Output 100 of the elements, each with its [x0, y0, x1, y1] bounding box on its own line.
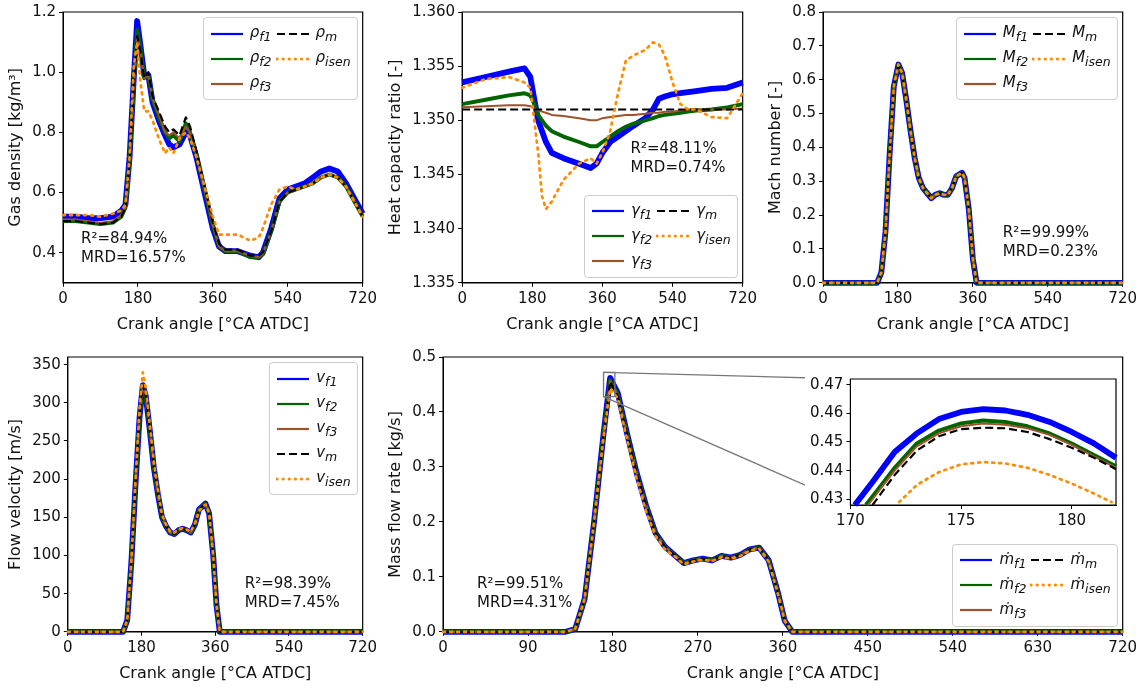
x-tick-label: 180 [883, 288, 913, 307]
x-tick-label: 175 [946, 510, 976, 529]
x-tick-label: 720 [348, 288, 378, 307]
y-tick-label: 0.4 [32, 242, 57, 261]
x-tick-label: 540 [938, 637, 968, 656]
legend-label: ρ$_{f1}$ [249, 23, 272, 44]
legend-label: ṁ$_{isen}$ [1070, 574, 1111, 596]
x-axis-title: Crank angle [°CA ATDC] [686, 662, 879, 682]
x-tick-label: 180 [598, 637, 628, 656]
x-tick-label: 180 [517, 288, 547, 307]
x-tick-label: 0 [63, 637, 73, 656]
x-tick-label: 270 [683, 637, 713, 656]
annotation: MRD=7.45% [244, 593, 340, 612]
y-tick-label: 0.6 [32, 182, 57, 201]
annotation: MRD=0.74% [630, 158, 726, 177]
y-tick-label: 0.1 [792, 238, 817, 257]
y-axis-title: Mass flow rate [kg/s] [384, 411, 404, 578]
x-tick-label: 180 [1057, 510, 1087, 529]
y-tick-label: 200 [32, 469, 61, 488]
x-tick-label: 90 [518, 637, 538, 656]
legend-label: γ$_{m}$ [696, 200, 718, 222]
y-tick-label: 0.1 [412, 566, 437, 585]
y-tick-label: 300 [32, 392, 61, 411]
x-tick-label: 360 [588, 288, 617, 307]
legend-label: M$_{m}$ [1072, 23, 1098, 44]
y-tick-label: 0.3 [412, 456, 437, 475]
y-tick-label: 0.4 [412, 401, 437, 420]
y-axis-title: Heat capacity ratio [-] [384, 59, 404, 236]
y-tick-label: 0.2 [412, 511, 437, 530]
y-tick-label: 1.355 [412, 56, 456, 75]
legend-label: v$_{m}$ [316, 443, 338, 464]
legend-label: M$_{f3}$ [1002, 73, 1029, 94]
y-tick-label: 0.44 [809, 460, 844, 479]
legend-label: v$_{isen}$ [316, 468, 351, 489]
y-tick-label: 0.5 [792, 103, 817, 122]
legend-label: v$_{f2}$ [316, 393, 338, 414]
legend-label: ρ$_{f3}$ [249, 73, 272, 94]
y-tick-label: 0.5 [412, 346, 437, 365]
y-tick-label: 350 [32, 354, 61, 373]
y-axis-title: Flow velocity [m/s] [4, 418, 24, 570]
legend-label: ṁ$_{f2}$ [999, 574, 1027, 596]
y-tick-label: 1.360 [412, 1, 456, 20]
y-tick-label: 1.350 [412, 110, 456, 129]
x-tick-label: 720 [1108, 637, 1138, 656]
annotation: R²=98.39% [244, 574, 331, 593]
y-tick-label: 1.345 [412, 164, 456, 183]
y-axis-title: Gas density [kg/m³] [4, 68, 24, 227]
legend-label: γ$_{f3}$ [630, 250, 653, 272]
y-tick-label: 0.8 [32, 122, 57, 141]
x-tick-label: 360 [768, 637, 798, 656]
y-tick-label: 0.0 [412, 621, 437, 640]
annotation: R²=99.99% [1002, 223, 1090, 242]
x-tick-label: 540 [1033, 288, 1063, 307]
y-tick-label: 0.43 [809, 489, 844, 508]
y-tick-label: 1.2 [32, 1, 57, 20]
y-tick-label: 0.6 [792, 69, 817, 88]
y-tick-label: 0.3 [792, 171, 817, 190]
legend-label: ρ$_{m}$ [315, 23, 338, 44]
x-tick-label: 170 [836, 510, 865, 529]
x-tick-label: 540 [274, 637, 304, 656]
legend-label: ṁ$_{f1}$ [999, 549, 1027, 571]
x-tick-label: 720 [348, 637, 378, 656]
x-axis-title: Crank angle [°CA ATDC] [876, 313, 1069, 333]
x-tick-label: 720 [728, 288, 758, 307]
x-axis-title: Crank angle [°CA ATDC] [119, 662, 312, 682]
x-tick-label: 360 [200, 637, 230, 656]
y-tick-label: 0.4 [792, 137, 817, 156]
annotation: R²=48.11% [630, 139, 717, 158]
y-tick-label: 0.0 [792, 272, 817, 291]
x-tick-label: 540 [273, 288, 303, 307]
legend-label: M$_{f2}$ [1002, 48, 1029, 69]
x-tick-label: 360 [958, 288, 988, 307]
legend-label: γ$_{isen}$ [696, 225, 731, 247]
x-axis-title: Crank angle [°CA ATDC] [506, 313, 699, 333]
annotation: MRD=16.57% [81, 247, 186, 266]
annotation: MRD=0.23% [1002, 242, 1098, 261]
y-tick-label: 100 [32, 545, 61, 564]
legend-label: γ$_{f2}$ [630, 225, 653, 247]
x-tick-label: 360 [198, 288, 228, 307]
y-tick-label: 250 [32, 430, 61, 449]
x-tick-label: 540 [658, 288, 687, 307]
x-tick-label: 720 [1108, 288, 1138, 307]
y-tick-label: 0.45 [809, 431, 844, 450]
y-tick-label: 0.2 [792, 204, 817, 223]
y-tick-label: 1.340 [412, 218, 456, 237]
annotation: R²=84.94% [81, 228, 168, 247]
legend-label: ρ$_{isen}$ [315, 48, 351, 69]
y-tick-label: 0.46 [809, 403, 844, 422]
y-tick-label: 0.47 [809, 374, 844, 393]
legend-label: γ$_{f1}$ [630, 200, 653, 222]
y-axis-title: Mach number [-] [764, 80, 784, 215]
x-tick-label: 630 [1023, 637, 1053, 656]
y-tick-label: 0 [51, 621, 61, 640]
y-tick-label: 1.0 [32, 62, 57, 81]
legend-label: v$_{f3}$ [316, 418, 338, 439]
annotation: MRD=4.31% [477, 593, 573, 612]
legend-label: ρ$_{f2}$ [249, 48, 272, 69]
legend-label: v$_{f1}$ [316, 368, 338, 389]
legend-label: ṁ$_{m}$ [1070, 549, 1098, 571]
y-tick-label: 0.8 [792, 1, 817, 20]
